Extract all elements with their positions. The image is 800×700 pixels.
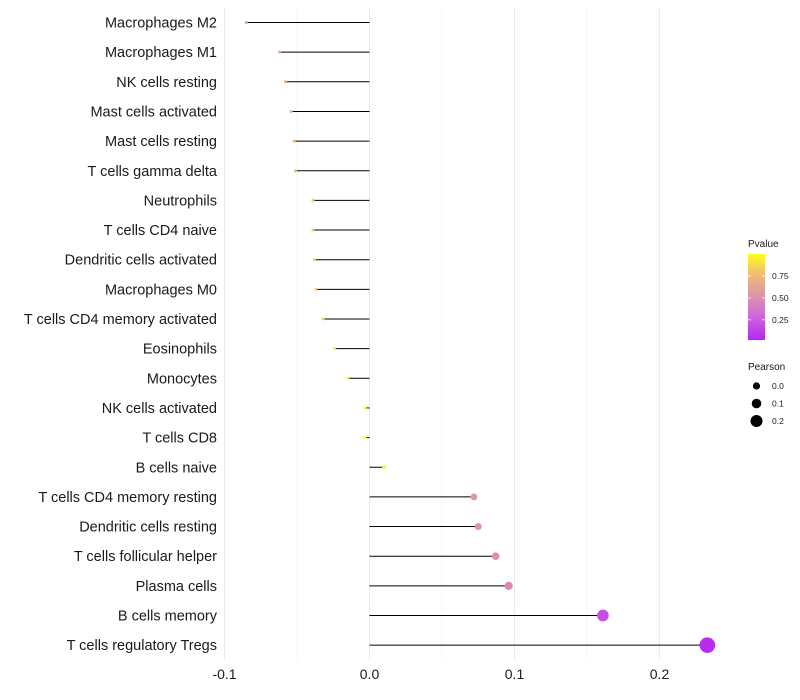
category-label: T cells CD8 [142, 431, 217, 447]
size-legend-label: 0.1 [772, 399, 784, 409]
x-tick-label: 0.0 [360, 666, 380, 682]
category-label: T cells gamma delta [88, 164, 218, 180]
data-point [321, 317, 325, 321]
x-axis-ticks: -0.1 0.0 0.1 0.2 [212, 666, 669, 682]
data-point [474, 523, 482, 531]
data-point [244, 21, 248, 24]
x-tick-label: -0.1 [212, 666, 236, 682]
category-label: B cells memory [118, 609, 218, 625]
category-label: Macrophages M0 [105, 282, 217, 298]
category-label: NK cells resting [116, 75, 217, 91]
category-label: Dendritic cells activated [65, 253, 217, 269]
category-label: Plasma cells [136, 579, 217, 595]
category-label: B cells naive [136, 460, 217, 476]
size-legend-label: 0.2 [772, 416, 784, 426]
data-point [504, 581, 513, 590]
data-point [470, 493, 478, 501]
colorbar-tick-label: 0.75 [772, 271, 789, 281]
data-point [314, 287, 318, 291]
lollipop-points [244, 21, 716, 653]
data-point [292, 139, 296, 143]
category-label: T cells regulatory Tregs [67, 638, 217, 654]
colorbar-tick-label: 0.25 [772, 315, 789, 325]
data-point [363, 406, 367, 410]
pvalue-legend: Pvalue 0.75 0.50 0.25 [748, 239, 789, 340]
pvalue-colorbar [748, 254, 765, 340]
size-legend-key [752, 382, 761, 390]
category-label: Dendritic cells resting [79, 520, 217, 536]
data-point [333, 347, 337, 351]
pearson-legend-title: Pearson [748, 362, 785, 373]
data-point [311, 198, 315, 202]
data-point [312, 258, 316, 262]
data-point [278, 50, 282, 54]
data-point [346, 376, 350, 380]
category-label: Mast cells activated [90, 104, 217, 120]
lollipop-stems [246, 22, 708, 646]
category-label: T cells CD4 memory activated [24, 312, 217, 328]
category-label: Eosinophils [143, 342, 217, 358]
category-label: Mast cells resting [105, 134, 217, 150]
category-label: Neutrophils [144, 193, 217, 209]
pvalue-legend-title: Pvalue [748, 239, 779, 250]
category-labels: Macrophages M2 Macrophages M1 NK cells res… [24, 16, 218, 655]
x-tick-label: 0.1 [505, 666, 525, 682]
data-point [311, 228, 315, 232]
colorbar-tick-label: 0.50 [772, 293, 789, 303]
data-point [363, 436, 367, 440]
category-label: T cells follicular helper [74, 549, 217, 565]
category-label: Monocytes [147, 371, 217, 387]
x-tick-label: 0.2 [650, 666, 670, 682]
size-legend-key [750, 415, 763, 427]
data-point [491, 552, 500, 561]
data-point [699, 637, 716, 653]
size-legend-label: 0.0 [772, 381, 784, 391]
data-point [289, 109, 293, 113]
category-label: Macrophages M1 [105, 45, 217, 61]
category-label: Macrophages M2 [105, 16, 217, 32]
data-point [283, 80, 287, 84]
pearson-legend: Pearson 0.0 0.1 0.2 [748, 362, 785, 427]
category-label: T cells CD4 naive [104, 223, 217, 239]
data-point [294, 169, 298, 173]
category-label: NK cells activated [102, 401, 217, 417]
size-legend-key [751, 398, 762, 409]
gridlines [224, 8, 660, 660]
data-point [382, 465, 386, 470]
data-point [597, 609, 609, 622]
category-label: T cells CD4 memory resting [38, 490, 217, 506]
